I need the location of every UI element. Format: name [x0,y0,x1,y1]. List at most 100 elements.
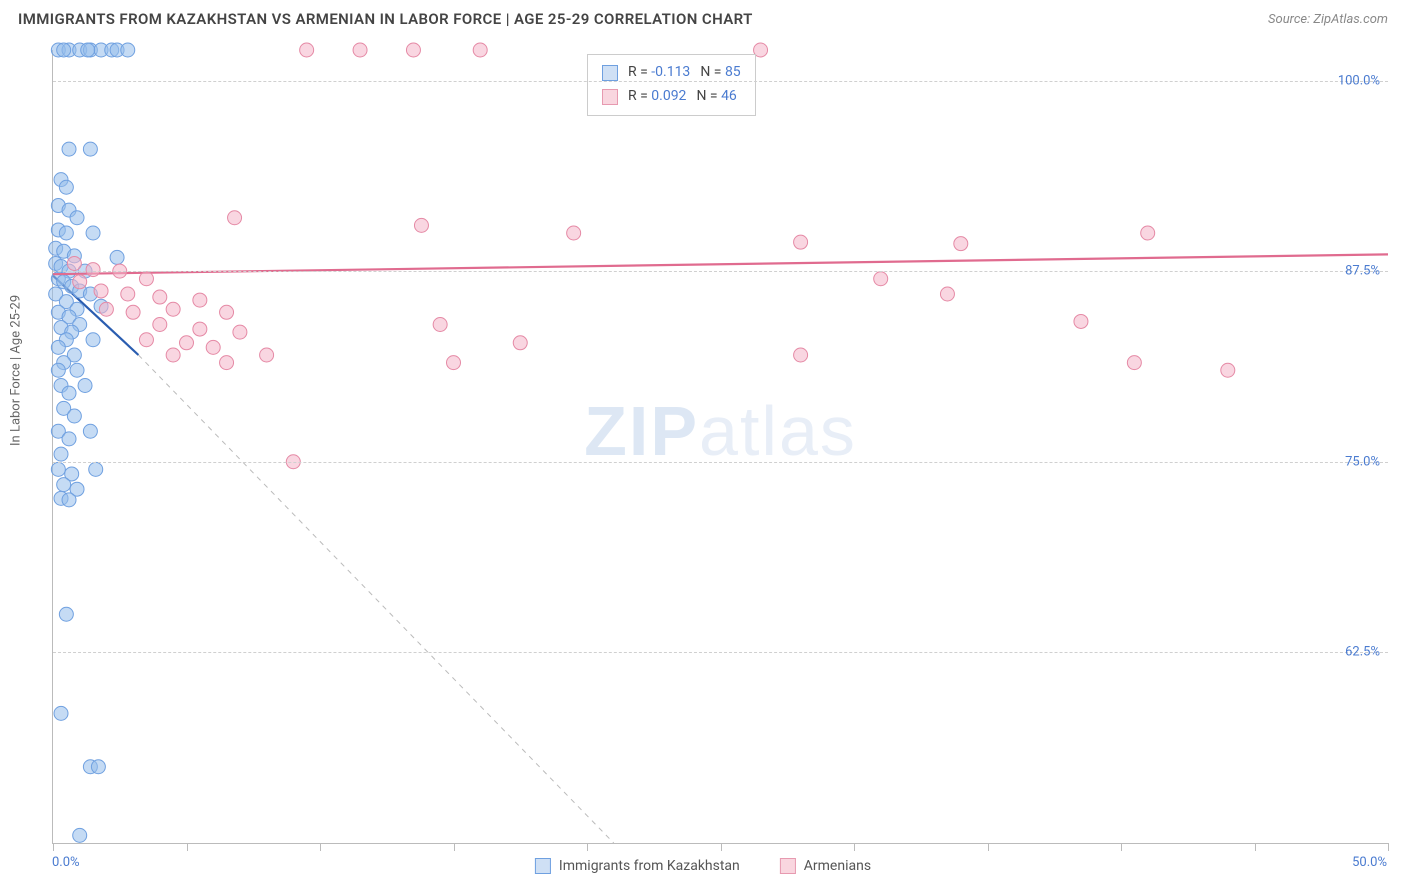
data-point [54,447,68,461]
legend-swatch [780,858,796,874]
data-point [110,250,124,264]
data-point [86,263,100,277]
x-tick [187,843,188,851]
x-tick [1255,843,1256,851]
x-tick [320,843,321,851]
gridline-h [53,271,1388,272]
data-point [940,287,954,301]
data-point [193,322,207,336]
data-point [86,333,100,347]
data-point [86,226,100,240]
data-point [81,43,95,57]
gridline-h [53,462,1388,463]
data-point [220,305,234,319]
data-point [473,43,487,57]
y-tick-label: 62.5% [1345,645,1380,660]
data-point [67,257,81,271]
data-point [794,348,808,362]
data-point [153,318,167,332]
legend-row: R = 0.092 N = 46 [602,85,741,109]
data-point [51,462,65,476]
x-tick [854,843,855,851]
data-point [260,348,274,362]
trend-line-extrapolated [138,355,613,843]
data-point [70,211,84,225]
legend-swatch [602,89,618,105]
data-point [193,293,207,307]
data-point [73,828,87,842]
data-point [126,305,140,319]
data-point [54,706,68,720]
chart-plot-area: ZIPatlas R = -0.113N = 85R = 0.092N = 46… [52,50,1388,844]
data-point [51,363,65,377]
data-point [414,218,428,232]
data-point [59,607,73,621]
x-tick [1121,843,1122,851]
series-legend: Immigrants from Kazakhstan Armenians [535,858,871,874]
r-label: R = 0.092 [628,85,686,109]
data-point [121,43,135,57]
data-point [91,760,105,774]
y-tick-label: 100.0% [1338,73,1380,88]
legend-label: Armenians [804,858,871,874]
data-point [62,432,76,446]
data-point [70,363,84,377]
data-point [233,325,247,339]
legend-swatch [602,65,618,81]
data-point [513,336,527,350]
data-point [62,142,76,156]
data-point [1127,356,1141,370]
y-axis-label: In Labor Force | Age 25-29 [9,295,24,446]
data-point [206,340,220,354]
legend-swatch [535,858,551,874]
data-point [166,302,180,316]
data-point [89,462,103,476]
data-point [94,284,108,298]
data-point [83,424,97,438]
chart-title: IMMIGRANTS FROM KAZAKHSTAN VS ARMENIAN I… [18,10,753,28]
data-point [300,43,314,57]
x-tick-label-end: 50.0% [1352,855,1387,870]
scatter-svg [53,50,1388,843]
data-point [794,235,808,249]
data-point [139,333,153,347]
data-point [447,356,461,370]
data-point [433,318,447,332]
data-point [57,43,71,57]
data-point [83,142,97,156]
data-point [51,340,65,354]
data-point [353,43,367,57]
data-point [954,237,968,251]
data-point [62,493,76,507]
gridline-h [53,652,1388,653]
source-label: Source: ZipAtlas.com [1268,12,1388,27]
data-point [67,409,81,423]
n-label: N = 46 [696,85,736,109]
y-tick-label: 75.0% [1345,454,1380,469]
data-point [121,287,135,301]
x-tick [1388,843,1389,851]
data-point [166,348,180,362]
correlation-legend: R = -0.113N = 85R = 0.092N = 46 [587,54,756,116]
data-point [228,211,242,225]
data-point [874,272,888,286]
gridline-h [53,81,1388,82]
data-point [220,356,234,370]
legend-item: Immigrants from Kazakhstan [535,858,740,874]
data-point [62,386,76,400]
data-point [78,379,92,393]
x-tick [587,843,588,851]
data-point [1074,314,1088,328]
data-point [99,302,113,316]
legend-label: Immigrants from Kazakhstan [559,858,740,874]
data-point [139,272,153,286]
x-tick-label-start: 0.0% [52,855,80,870]
data-point [406,43,420,57]
x-tick [721,843,722,851]
data-point [73,275,87,289]
x-tick [454,843,455,851]
data-point [57,478,71,492]
data-point [180,336,194,350]
data-point [1141,226,1155,240]
data-point [59,180,73,194]
